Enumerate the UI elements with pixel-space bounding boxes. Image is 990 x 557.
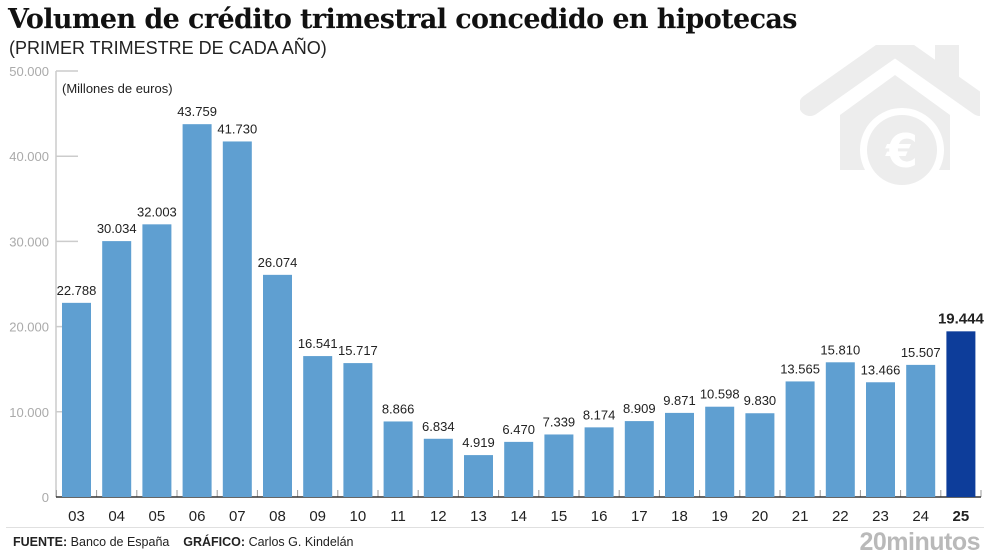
bar: [423, 438, 453, 497]
data-label: 10.598: [700, 387, 740, 402]
footer-credits: FUENTE: Banco de España GRÁFICO: Carlos …: [13, 535, 353, 549]
data-label: 6.834: [422, 419, 455, 434]
data-label: 43.759: [177, 104, 217, 119]
unit-label: (Millones de euros): [62, 81, 173, 96]
svg-text:€: €: [885, 124, 918, 178]
bar: [705, 406, 735, 497]
bar: [946, 331, 976, 497]
bar: [544, 434, 574, 497]
bar: [665, 412, 694, 497]
x-tick-label: 23: [872, 508, 889, 525]
bar: [62, 302, 91, 497]
y-tick-label: 0: [42, 490, 49, 505]
data-label: 8.174: [583, 407, 616, 422]
x-tick-label: 03: [68, 508, 85, 525]
chart-title: Volumen de crédito trimestral concedido …: [8, 4, 798, 35]
data-label: 6.470: [502, 422, 535, 437]
x-tick-label: 14: [510, 508, 527, 525]
bar: [866, 382, 895, 497]
source-value: Banco de España: [70, 535, 170, 549]
y-tick-label: 10.000: [9, 405, 49, 420]
x-tick-label: 20: [752, 508, 769, 525]
x-tick-label: 09: [309, 508, 326, 525]
x-tick-label: 12: [430, 508, 447, 525]
data-label: 13.565: [780, 361, 820, 376]
data-label: 15.507: [901, 345, 941, 360]
data-label: 32.003: [137, 204, 177, 219]
x-tick-label: 18: [671, 508, 688, 525]
x-tick-label: 17: [631, 508, 648, 525]
data-label: 8.866: [382, 401, 415, 416]
x-tick-label: 10: [350, 508, 367, 525]
y-tick-label: 30.000: [9, 234, 49, 249]
bar: [263, 274, 292, 497]
graphic-label: GRÁFICO:: [183, 535, 246, 549]
y-tick-label: 40.000: [9, 149, 49, 164]
bar: [825, 362, 855, 497]
x-tick-label: 05: [149, 508, 166, 525]
data-label: 16.541: [298, 336, 338, 351]
data-label: 15.717: [338, 343, 378, 358]
x-tick-label: 07: [229, 508, 246, 525]
bar: [464, 455, 493, 497]
bar: [343, 363, 373, 497]
bar: [383, 421, 413, 497]
x-tick-label: 25: [953, 508, 970, 525]
bar: [102, 241, 132, 497]
x-tick-label: 11: [390, 508, 406, 525]
brand-logo: 20minutos: [859, 528, 980, 556]
data-label: 19.444: [938, 310, 985, 327]
data-label: 9.830: [744, 393, 777, 408]
data-label: 41.730: [217, 121, 257, 136]
bar: [504, 441, 534, 497]
data-label: 4.919: [462, 435, 495, 450]
data-label: 13.466: [861, 362, 901, 377]
x-tick-label: 19: [711, 508, 728, 525]
bar: [222, 141, 252, 498]
bar-chart: 0 10.000 20.000 30.000 40.000 50.000 22.788 03…: [9, 64, 985, 525]
x-tick-label: 21: [792, 508, 809, 525]
bar: [785, 381, 815, 497]
bar: [584, 427, 614, 497]
bar: [303, 356, 333, 497]
x-tick-label: 08: [269, 508, 286, 525]
x-tick-label: 24: [912, 508, 929, 525]
data-label: 7.339: [543, 414, 576, 429]
bar: [182, 124, 212, 498]
data-label: 8.909: [623, 401, 656, 416]
footer-divider: [6, 527, 984, 528]
x-tick-label: 22: [832, 508, 849, 525]
x-tick-label: 15: [551, 508, 568, 525]
y-tick-label: 50.000: [9, 64, 49, 79]
bar: [745, 413, 775, 497]
bar: [142, 224, 172, 497]
data-label: 26.074: [258, 255, 298, 270]
x-tick-label: 06: [189, 508, 206, 525]
data-label: 22.788: [57, 283, 97, 298]
y-tick-label: 20.000: [9, 320, 49, 335]
data-label: 9.871: [663, 393, 696, 408]
x-tick-label: 13: [470, 508, 487, 525]
house-euro-icon: €: [800, 45, 980, 192]
x-tick-label: 16: [591, 508, 608, 525]
data-label: 30.034: [97, 221, 137, 236]
source-label: FUENTE:: [13, 535, 68, 549]
x-tick-label: 04: [108, 508, 125, 525]
data-label: 15.810: [820, 342, 860, 357]
bar: [624, 421, 654, 497]
graphic-value: Carlos G. Kindelán: [248, 535, 354, 549]
chart-subtitle: (PRIMER TRIMESTRE DE CADA AÑO): [9, 38, 327, 58]
bar: [906, 364, 936, 497]
